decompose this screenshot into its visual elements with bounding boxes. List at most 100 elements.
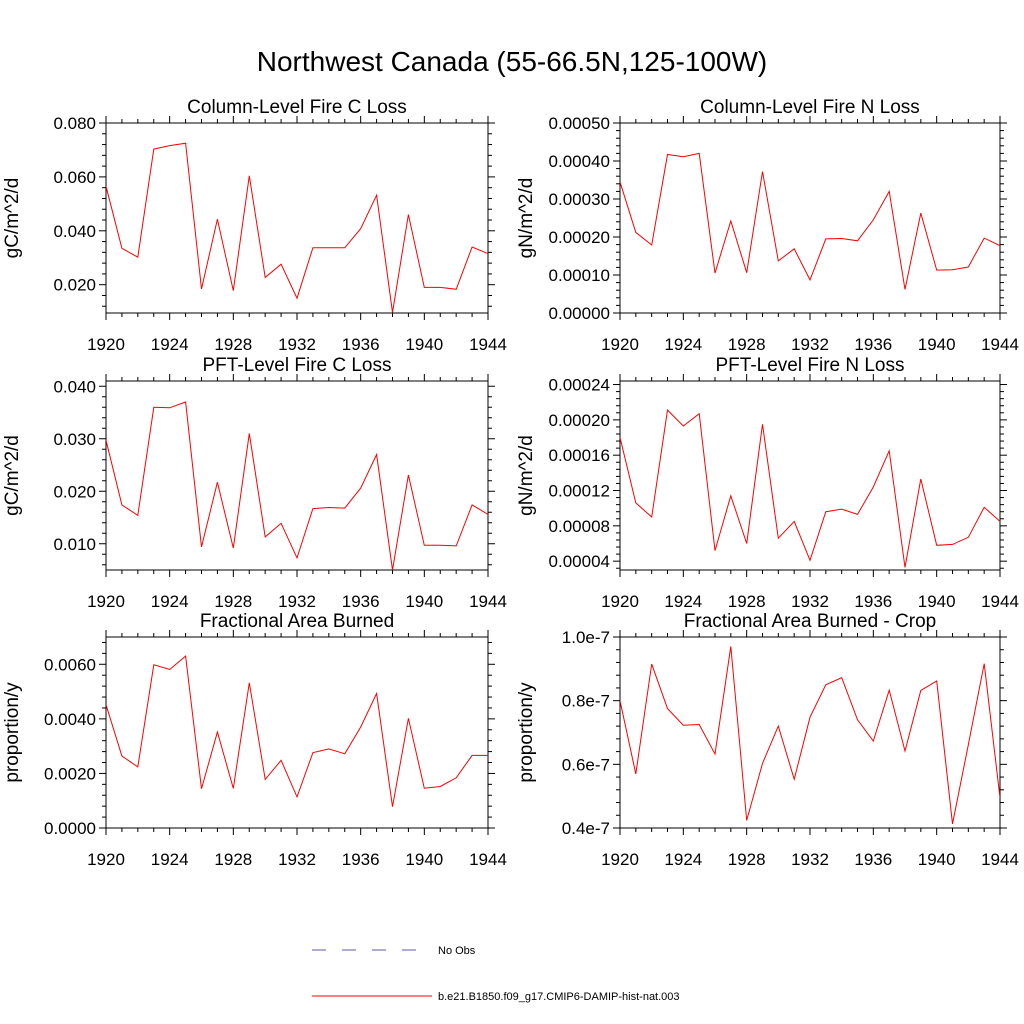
x-tick-label: 1936 xyxy=(342,850,380,869)
x-tick-label: 1924 xyxy=(664,592,702,611)
x-tick-label: 1940 xyxy=(405,335,443,354)
x-tick-label: 1920 xyxy=(87,335,125,354)
chart-panel-4: 1920 1924 1928 1932 1936 1940 1944 0.00004 0.000… xyxy=(516,355,1019,611)
x-tick-label: 1936 xyxy=(854,335,892,354)
plot-frame xyxy=(619,122,1001,314)
x-tick-label: 1920 xyxy=(601,592,639,611)
y-tick-label: 1.0e-7 xyxy=(562,628,610,647)
y-tick-label: 0.00010 xyxy=(549,266,610,285)
plot-frame xyxy=(619,636,1001,829)
x-tick-label: 1924 xyxy=(151,335,189,354)
x-tick-label: 1936 xyxy=(854,850,892,869)
legend: No Obs b.e21.B1850.f09_g17.CMIP6-DAMIP-hi… xyxy=(312,945,680,1003)
x-tick-label: 1924 xyxy=(664,850,702,869)
plot-frame xyxy=(619,380,1001,571)
panel-title: PFT-Level Fire C Loss xyxy=(203,355,392,376)
y-tick-label: 0.00020 xyxy=(549,228,610,247)
x-tick-label: 1932 xyxy=(278,335,316,354)
y-tick-label: 0.6e-7 xyxy=(562,755,610,774)
y-tick-label: 0.00020 xyxy=(549,411,610,430)
panel-title: Column-Level Fire N Loss xyxy=(700,97,920,118)
series-line xyxy=(620,409,1000,568)
x-tick-label: 1928 xyxy=(728,592,766,611)
y-tick-label: 0.0000 xyxy=(44,819,96,838)
y-tick-label: 0.4e-7 xyxy=(562,819,610,838)
series-line xyxy=(106,142,488,313)
chart-panel-2: 1920 1924 1928 1932 1936 1940 1944 0.00000 0.000… xyxy=(516,97,1019,354)
y-tick-label: 0.00004 xyxy=(549,552,610,571)
series-line xyxy=(620,152,1000,290)
y-axis-label: gN/m^2/d xyxy=(516,435,537,516)
y-tick-label: 0.010 xyxy=(53,535,96,554)
y-tick-label: 0.040 xyxy=(53,222,96,241)
y-tick-label: 0.00000 xyxy=(549,304,610,323)
y-axis-label: gN/m^2/d xyxy=(516,178,537,259)
x-tick-label: 1940 xyxy=(405,850,443,869)
legend-label-1: No Obs xyxy=(438,945,476,957)
x-tick-label: 1928 xyxy=(214,592,252,611)
plot-frame xyxy=(105,122,489,314)
x-tick-label: 1924 xyxy=(664,335,702,354)
y-tick-label: 0.0040 xyxy=(44,710,96,729)
series-line xyxy=(106,655,488,807)
y-tick-label: 0.0060 xyxy=(44,655,96,674)
y-tick-label: 0.00016 xyxy=(549,446,610,465)
panel-title: Fractional Area Burned - Crop xyxy=(684,611,936,632)
x-tick-label: 1932 xyxy=(278,850,316,869)
y-tick-label: 0.00024 xyxy=(549,376,610,395)
x-tick-label: 1936 xyxy=(342,592,380,611)
y-axis-label: gC/m^2/d xyxy=(2,178,23,259)
x-tick-label: 1932 xyxy=(791,850,829,869)
panel-title: Fractional Area Burned xyxy=(200,611,394,632)
x-tick-label: 1928 xyxy=(214,335,252,354)
y-tick-label: 0.00030 xyxy=(549,190,610,209)
x-tick-label: 1940 xyxy=(405,592,443,611)
x-tick-label: 1928 xyxy=(728,335,766,354)
y-tick-label: 0.8e-7 xyxy=(562,692,610,711)
plot-frame xyxy=(105,636,489,829)
x-tick-label: 1940 xyxy=(918,592,956,611)
y-axis-label: gC/m^2/d xyxy=(2,435,23,516)
x-tick-label: 1944 xyxy=(469,335,507,354)
series-line xyxy=(106,401,488,570)
legend-label-2: b.e21.B1850.f09_g17.CMIP6-DAMIP-hist-nat… xyxy=(438,991,680,1003)
y-tick-label: 0.00050 xyxy=(549,114,610,133)
y-tick-label: 0.0020 xyxy=(44,764,96,783)
x-tick-label: 1944 xyxy=(981,335,1019,354)
chart-panel-1: 1920 1924 1928 1932 1936 1940 1944 0.020 0.040 0.… xyxy=(2,97,507,354)
x-tick-label: 1940 xyxy=(918,335,956,354)
x-tick-label: 1920 xyxy=(601,850,639,869)
plot-frame xyxy=(105,380,489,571)
y-tick-label: 0.020 xyxy=(53,276,96,295)
chart-panel-3: 1920 1924 1928 1932 1936 1940 1944 0.010 0.020 0.… xyxy=(2,355,507,611)
y-axis-label: proportion/y xyxy=(2,682,23,783)
x-tick-label: 1944 xyxy=(469,592,507,611)
x-tick-label: 1920 xyxy=(601,335,639,354)
y-tick-label: 0.00012 xyxy=(549,482,610,501)
x-tick-label: 1944 xyxy=(981,592,1019,611)
x-tick-label: 1924 xyxy=(151,850,189,869)
panel-title: Column-Level Fire C Loss xyxy=(187,97,407,118)
y-tick-label: 0.030 xyxy=(53,430,96,449)
x-tick-label: 1920 xyxy=(87,592,125,611)
x-tick-label: 1944 xyxy=(981,850,1019,869)
y-tick-label: 0.020 xyxy=(53,482,96,501)
x-tick-label: 1932 xyxy=(278,592,316,611)
x-tick-label: 1944 xyxy=(469,850,507,869)
chart-panel-6: 1920 1924 1928 1932 1936 1940 1944 0.4e-7 0.6e-7… xyxy=(516,611,1019,869)
chart-panel-5: 1920 1924 1928 1932 1936 1940 1944 0.0000 0.0020… xyxy=(2,611,507,869)
x-tick-label: 1940 xyxy=(918,850,956,869)
y-axis-label: proportion/y xyxy=(516,682,537,783)
x-tick-label: 1932 xyxy=(791,335,829,354)
figure-title: Northwest Canada (55-66.5N,125-100W) xyxy=(256,46,768,77)
y-tick-label: 0.00008 xyxy=(549,517,610,536)
x-tick-label: 1928 xyxy=(214,850,252,869)
x-tick-label: 1932 xyxy=(791,592,829,611)
y-tick-label: 0.040 xyxy=(53,377,96,396)
x-tick-label: 1920 xyxy=(87,850,125,869)
x-tick-label: 1924 xyxy=(151,592,189,611)
x-tick-label: 1936 xyxy=(342,335,380,354)
y-tick-label: 0.060 xyxy=(53,168,96,187)
x-tick-label: 1936 xyxy=(854,592,892,611)
